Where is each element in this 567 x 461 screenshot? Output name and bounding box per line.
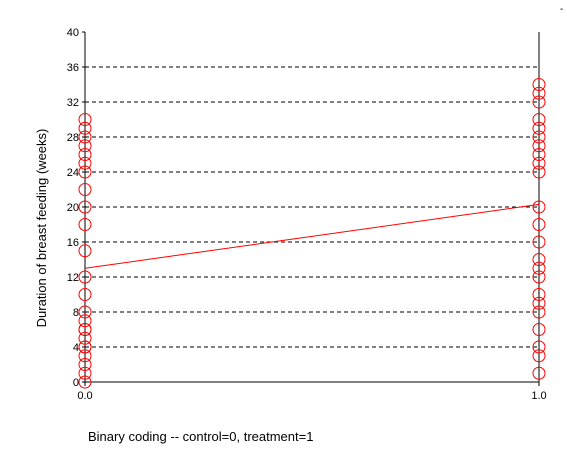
data-point-0-5 <box>78 331 92 345</box>
data-point-1-5 <box>532 288 546 301</box>
data-point-0-9 <box>78 288 92 301</box>
data-point-0-7 <box>78 314 92 328</box>
x-tick-label-0: 0.0 <box>77 390 92 402</box>
y-axis-label: Duration of breast feeding (weeks) <box>34 129 49 328</box>
data-point-0-11 <box>78 244 92 258</box>
data-point-0-13 <box>78 200 92 214</box>
data-point-1-11 <box>532 200 546 214</box>
data-point-0-18 <box>78 139 92 153</box>
data-point-1-3 <box>532 305 546 319</box>
data-point-1-4 <box>532 296 546 310</box>
fit-line-layer <box>84 203 540 269</box>
data-point-1-21 <box>532 78 546 91</box>
data-point-1-0 <box>532 366 546 380</box>
data-point-1-18 <box>532 113 546 126</box>
data-point-1-9 <box>532 235 546 249</box>
x-tick-label-1: 1.0 <box>531 390 546 402</box>
data-point-0-10 <box>78 270 92 284</box>
points-layer <box>78 78 546 389</box>
data-point-1-15 <box>532 139 546 153</box>
data-point-1-8 <box>532 253 546 266</box>
data-point-0-15 <box>78 165 92 179</box>
data-point-0-21 <box>78 113 92 126</box>
data-point-1-20 <box>532 86 546 100</box>
data-point-1-17 <box>532 121 546 135</box>
data-point-0-2 <box>78 358 92 371</box>
data-point-0-8 <box>78 305 92 319</box>
y-tick-label-24: 24 <box>67 167 79 179</box>
y-tick-label-28: 28 <box>67 132 79 144</box>
data-point-0-19 <box>78 130 92 144</box>
data-point-0-20 <box>78 121 92 135</box>
y-tick-label-32: 32 <box>67 97 79 109</box>
data-point-1-19 <box>532 95 546 109</box>
x-axis-label: Binary coding -- control=0, treatment=1 <box>88 429 313 444</box>
y-tick-label-20: 20 <box>67 202 79 214</box>
data-point-1-16 <box>532 130 546 144</box>
y-tick-label-0: 0 <box>73 377 79 389</box>
y-tick-label-40: 40 <box>67 27 79 39</box>
axes <box>82 31 540 386</box>
tick-labels: 0 4 8 12 16 20 24 28 32 36 40 0.0 1.0 <box>67 27 547 402</box>
corner-mark: - <box>560 4 563 15</box>
data-point-1-10 <box>532 218 546 231</box>
data-point-0-23 <box>78 323 92 336</box>
gridlines <box>85 66 539 348</box>
y-tick-label-36: 36 <box>67 62 79 74</box>
data-point-1-14 <box>532 148 546 161</box>
data-point-0-17 <box>78 148 92 161</box>
data-point-1-7 <box>532 261 546 275</box>
data-point-0-22 <box>78 340 92 354</box>
y-tick-label-16: 16 <box>67 237 79 249</box>
data-point-1-12 <box>532 165 546 179</box>
y-tick-label-4: 4 <box>73 342 79 354</box>
data-point-0-1 <box>78 366 92 380</box>
y-tick-label-12: 12 <box>67 272 79 284</box>
fit-line <box>84 203 540 269</box>
data-point-0-12 <box>78 218 92 231</box>
y-tick-label-8: 8 <box>73 307 79 319</box>
data-point-0-0 <box>78 375 92 389</box>
data-point-0-16 <box>78 156 92 170</box>
data-point-1-1 <box>532 340 546 354</box>
data-point-0-14 <box>78 183 92 196</box>
data-point-0-3 <box>78 349 92 363</box>
data-point-1-2 <box>532 323 546 336</box>
data-point-1-13 <box>532 156 546 170</box>
data-point-1-6 <box>532 270 546 284</box>
data-point-1-22 <box>532 349 546 363</box>
